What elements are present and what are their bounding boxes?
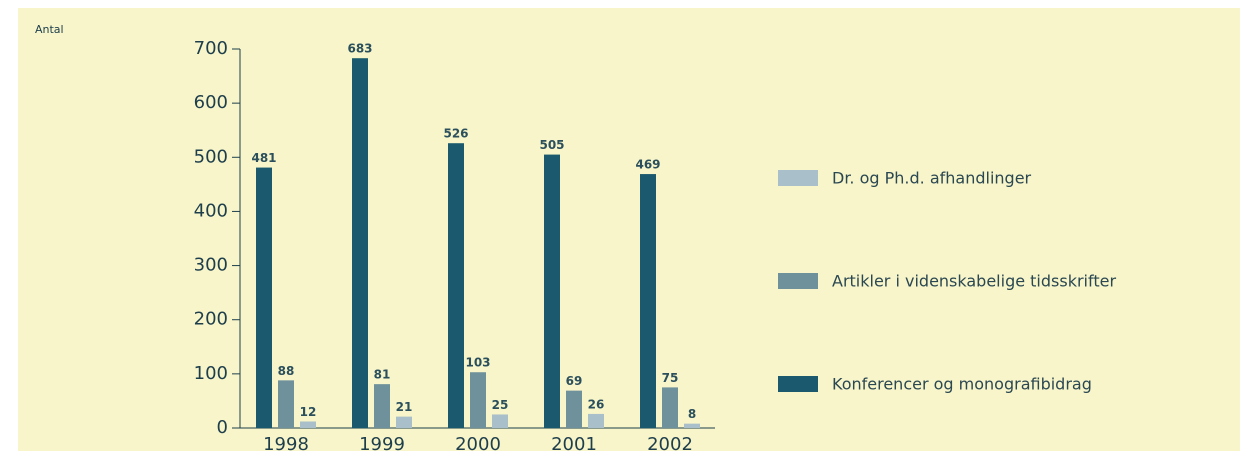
chart-background [18, 8, 1240, 451]
y-tick-label: 700 [194, 38, 228, 59]
value-label: 12 [300, 405, 317, 419]
bar [300, 421, 316, 428]
y-tick-label: 400 [194, 200, 228, 221]
x-tick-label: 1998 [263, 434, 309, 455]
legend-label: Artikler i videnskabelige tidsskrifter [832, 272, 1116, 291]
value-label: 88 [278, 364, 295, 378]
x-tick-label: 2000 [455, 434, 501, 455]
y-tick-label: 100 [194, 363, 228, 384]
bar [256, 167, 272, 428]
bar [566, 390, 582, 428]
value-label: 526 [443, 127, 468, 141]
y-tick-label: 500 [194, 146, 228, 167]
value-label: 469 [635, 158, 660, 172]
x-tick-label: 2001 [551, 434, 597, 455]
bar [588, 413, 604, 428]
x-tick-label: 2002 [647, 434, 693, 455]
legend-swatch [778, 273, 818, 289]
y-tick-label: 600 [194, 92, 228, 113]
bar [352, 58, 368, 428]
y-axis-label: Antal [35, 23, 64, 36]
bar [374, 384, 390, 428]
legend-label: Dr. og Ph.d. afhandlinger [832, 169, 1032, 188]
y-tick-label: 0 [217, 417, 228, 438]
bar [544, 154, 560, 429]
legend-label: Konferencer og monografibidrag [832, 375, 1092, 394]
bar [684, 423, 700, 428]
x-tick-label: 1999 [359, 434, 405, 455]
bar [278, 380, 294, 428]
value-label: 69 [566, 374, 583, 388]
value-label: 683 [347, 42, 372, 56]
bar [470, 372, 486, 428]
y-tick-label: 200 [194, 309, 228, 330]
bar [448, 143, 464, 429]
bar [640, 174, 656, 428]
value-label: 81 [374, 368, 391, 382]
bar [396, 416, 412, 428]
legend-swatch [778, 170, 818, 186]
value-label: 481 [251, 151, 276, 165]
value-label: 25 [492, 398, 509, 412]
bar [492, 414, 508, 428]
value-label: 21 [396, 400, 413, 414]
bar [662, 387, 678, 428]
value-label: 8 [688, 407, 696, 421]
y-tick-label: 300 [194, 255, 228, 276]
value-label: 75 [662, 371, 679, 385]
value-label: 26 [588, 397, 605, 411]
legend-swatch [778, 376, 818, 392]
value-label: 103 [465, 356, 490, 370]
value-label: 505 [539, 138, 564, 152]
